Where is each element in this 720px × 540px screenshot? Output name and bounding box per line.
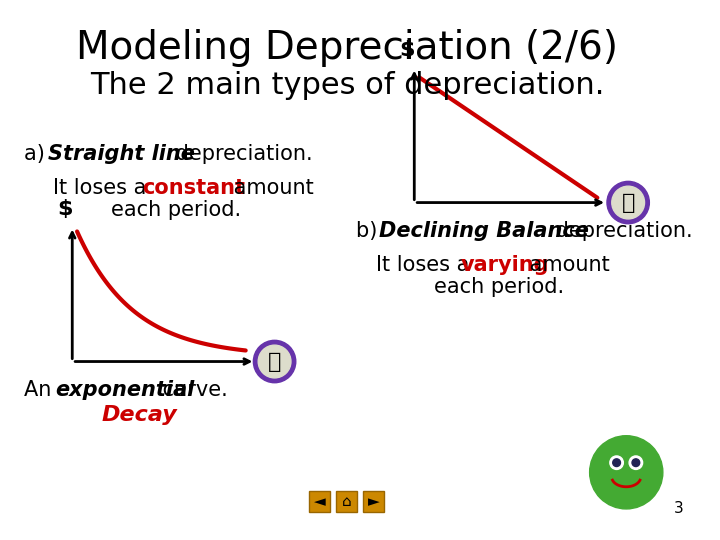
Circle shape — [632, 459, 640, 467]
FancyBboxPatch shape — [310, 491, 330, 512]
Circle shape — [613, 459, 621, 467]
Text: ►: ► — [368, 494, 379, 509]
Circle shape — [590, 436, 663, 509]
Text: Straight line: Straight line — [48, 144, 195, 164]
Circle shape — [610, 456, 624, 469]
Text: 🕒: 🕒 — [621, 193, 635, 213]
Circle shape — [607, 181, 649, 224]
Text: $: $ — [399, 40, 414, 60]
Text: 3: 3 — [675, 501, 684, 516]
Text: $: $ — [57, 199, 72, 219]
Text: The 2 main types of depreciation.: The 2 main types of depreciation. — [90, 71, 604, 99]
Text: amount: amount — [228, 178, 314, 198]
Text: a): a) — [24, 144, 52, 164]
Text: Decay: Decay — [102, 404, 177, 424]
Text: each period.: each period. — [111, 200, 241, 220]
Text: It loses a: It loses a — [53, 178, 153, 198]
FancyBboxPatch shape — [336, 491, 357, 512]
Text: varying: varying — [461, 255, 549, 275]
Text: constant: constant — [142, 178, 245, 198]
Circle shape — [629, 456, 643, 469]
Text: Declining Balance: Declining Balance — [379, 221, 588, 241]
FancyBboxPatch shape — [363, 491, 384, 512]
Text: An: An — [24, 380, 58, 401]
Text: b): b) — [356, 221, 384, 241]
Text: exponential: exponential — [55, 380, 194, 401]
Text: It loses a: It loses a — [376, 255, 476, 275]
Circle shape — [258, 345, 291, 378]
Circle shape — [253, 340, 296, 383]
Text: ◄: ◄ — [314, 494, 325, 509]
Text: depreciation.: depreciation. — [549, 221, 693, 241]
Circle shape — [612, 186, 644, 219]
Text: 🕒: 🕒 — [268, 352, 282, 372]
Text: curve.: curve. — [156, 380, 228, 401]
Text: ⌂: ⌂ — [342, 494, 351, 509]
Text: amount: amount — [523, 255, 610, 275]
Text: depreciation.: depreciation. — [168, 144, 312, 164]
Text: each period.: each period. — [433, 278, 564, 298]
Text: Modeling Depreciation (2/6): Modeling Depreciation (2/6) — [76, 29, 618, 68]
